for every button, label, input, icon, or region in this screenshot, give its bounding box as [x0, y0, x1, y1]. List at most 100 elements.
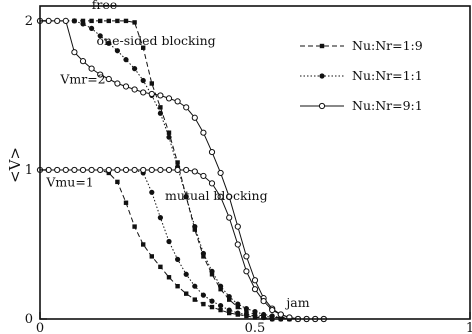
- series-3-point: [79, 166, 87, 174]
- series-3-point: [114, 166, 121, 174]
- series-1-point: [115, 18, 120, 24]
- series-1-point: [175, 160, 180, 165]
- series-3-point: [226, 193, 233, 200]
- series-1-point: [149, 254, 154, 259]
- series-2-point: [243, 305, 249, 312]
- series-3-point: [122, 83, 130, 90]
- annotation-label: Vmr=2: [59, 72, 105, 87]
- series-3-point: [191, 168, 198, 175]
- series-1-point: [201, 254, 206, 259]
- series-1-point: [132, 20, 137, 25]
- legend-label: Nu:Nr=1:1: [352, 68, 423, 83]
- series-1-point: [158, 105, 163, 110]
- series-2-point: [89, 25, 95, 31]
- series-3-point: [251, 286, 259, 293]
- series-3-point: [140, 89, 147, 96]
- series-3-point: [122, 166, 130, 174]
- series-1-point: [141, 45, 146, 50]
- series-2-point: [80, 21, 86, 27]
- series-1-point: [209, 272, 215, 277]
- series-1-point: [132, 224, 137, 229]
- series-1-point: [80, 18, 86, 24]
- series-3-point: [54, 166, 61, 174]
- legend-marker: [319, 43, 325, 49]
- annotation-label: mutual blocking: [165, 188, 268, 203]
- series-1-point: [201, 301, 206, 307]
- series-layer: [36, 17, 327, 323]
- series-1-point: [149, 81, 154, 86]
- series-2-point: [166, 238, 172, 245]
- series-3-point: [88, 166, 95, 174]
- series-3-point: [200, 172, 207, 180]
- series-1-point: [123, 18, 129, 24]
- series-2-point: [132, 66, 138, 72]
- series-1-point: [106, 18, 111, 24]
- series-3-point: [88, 65, 95, 72]
- series-3-point: [260, 298, 267, 305]
- series-3-point: [62, 17, 69, 25]
- annotation-label: jam: [284, 295, 309, 310]
- series-3-point: [243, 253, 250, 260]
- series-2-point: [226, 294, 232, 300]
- y-axis-label: <V>: [6, 147, 24, 183]
- series-2-point: [243, 311, 249, 318]
- series-1-point: [192, 227, 197, 232]
- series-3-point: [217, 193, 224, 200]
- series-3-point: [165, 166, 173, 174]
- series-3-point: [97, 166, 104, 174]
- series-3-point: [217, 169, 224, 177]
- series-3-point: [157, 166, 164, 174]
- series-3-point: [234, 241, 241, 248]
- series-2-point: [192, 223, 198, 230]
- series-1-point: [115, 179, 120, 185]
- series-3-point: [251, 277, 259, 284]
- series-1-point: [158, 264, 163, 270]
- series-1-point: [184, 291, 189, 296]
- annotation-layer: free one-sided blocking Vmr=2 mutual blocki…: [45, 0, 309, 310]
- series-1-line-1: [40, 20, 324, 320]
- annotation-label: Vmu=1: [45, 174, 93, 189]
- series-3-point: [79, 58, 87, 65]
- series-2-point: [200, 250, 206, 257]
- series-2-point: [140, 77, 146, 84]
- series-3-point: [97, 71, 104, 78]
- series-3-point: [234, 223, 241, 230]
- legend-marker: [318, 102, 326, 110]
- series-3-point: [226, 214, 233, 221]
- series-2-point: [183, 271, 189, 277]
- series-1-point: [98, 18, 103, 24]
- series-3-point: [277, 311, 284, 318]
- series-1-point: [89, 18, 94, 24]
- series-3-point: [105, 166, 112, 174]
- series-3-point: [71, 49, 78, 56]
- series-3-point: [243, 268, 250, 275]
- series-1-point: [227, 310, 232, 316]
- annotation-label: one-sided blocking: [97, 33, 216, 48]
- series-2-point: [192, 283, 198, 289]
- series-2-point: [209, 268, 215, 274]
- series-2-point: [235, 310, 241, 316]
- series-1-point: [192, 297, 197, 302]
- x-tick-label: 0.5: [245, 321, 266, 334]
- series-3-point: [157, 92, 164, 99]
- series-2-point: [97, 33, 103, 39]
- legend-label: Nu:Nr=9:1: [352, 98, 423, 113]
- series-3-point: [148, 166, 155, 174]
- series-3-line-1: [40, 20, 324, 320]
- series-1-point: [218, 307, 223, 313]
- series-3-point: [183, 166, 190, 174]
- series-3-point: [269, 306, 276, 314]
- series-3-point: [208, 148, 216, 156]
- y-tick-label: 1: [25, 163, 33, 178]
- series-3-line-2: [40, 169, 324, 320]
- series-2-point: [218, 283, 224, 289]
- series-3-point: [114, 80, 121, 87]
- series-2-point: [218, 302, 224, 309]
- series-3-point: [174, 166, 181, 174]
- series-1-point: [123, 200, 129, 205]
- legend-marker: [319, 73, 325, 79]
- series-3-point: [183, 104, 190, 111]
- series-3-point: [200, 129, 207, 136]
